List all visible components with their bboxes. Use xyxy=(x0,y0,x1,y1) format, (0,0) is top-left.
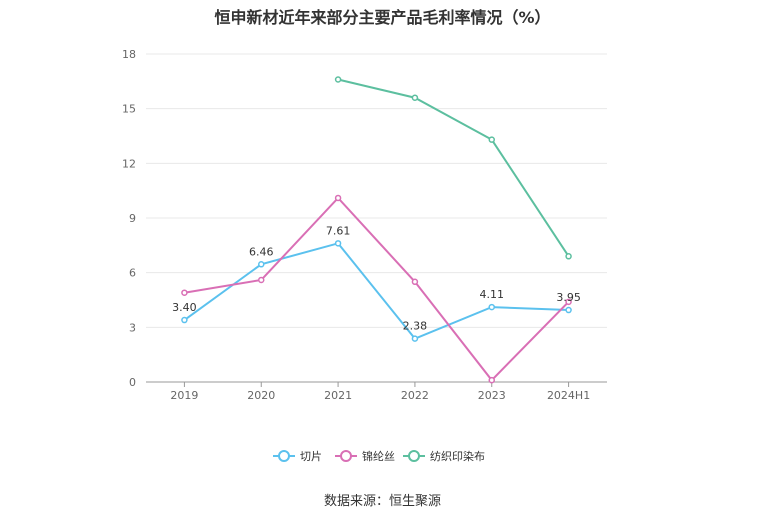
chart-title: 恒申新材近年来部分主要产品毛利率情况（%） xyxy=(214,8,551,27)
data-point xyxy=(565,306,572,314)
x-tick-label: 2020 xyxy=(247,389,275,402)
y-tick-label: 6 xyxy=(129,267,136,280)
y-tick-label: 3 xyxy=(129,321,136,334)
data-label: 4.11 xyxy=(480,288,505,301)
y-tick-label: 12 xyxy=(122,157,136,170)
data-point xyxy=(181,316,188,324)
legend-item-0[interactable]: 切片 xyxy=(273,450,322,463)
legend-item-2[interactable]: 纺织印染布 xyxy=(403,449,485,463)
data-label: 6.46 xyxy=(249,245,274,258)
data-label: 7.61 xyxy=(326,224,351,237)
series-line-1 xyxy=(184,196,570,382)
x-axis: 2019 2020 2021 2022 2023 2024H1 xyxy=(146,381,607,402)
data-point xyxy=(181,289,188,296)
source-note: 数据来源：恒生聚源 xyxy=(323,494,441,509)
legend-marker xyxy=(278,450,290,462)
y-axis: 0 3 6 9 12 15 18 xyxy=(122,48,136,389)
x-tick-label: 2022 xyxy=(401,389,429,402)
legend-item-1[interactable]: 锦纶丝 xyxy=(335,449,395,463)
legend: 切片 锦纶丝 纺织印染布 xyxy=(273,449,485,463)
legend-marker xyxy=(340,450,352,462)
data-point xyxy=(488,303,495,311)
x-tick-label: 2024H1 xyxy=(547,389,590,402)
series-line-2 xyxy=(337,78,570,257)
data-labels: 3.40 6.46 7.61 2.38 4.11 3.95 xyxy=(172,224,581,332)
data-point xyxy=(488,136,495,143)
data-point xyxy=(334,194,342,202)
legend-label: 纺织印染布 xyxy=(430,449,485,463)
data-label: 3.40 xyxy=(172,301,197,314)
series-lines xyxy=(181,76,572,384)
y-tick-label: 0 xyxy=(129,376,136,389)
legend-label: 锦纶丝 xyxy=(362,449,395,463)
data-point xyxy=(334,76,342,83)
data-point xyxy=(258,261,265,268)
data-point xyxy=(334,240,342,247)
x-tick-label: 2021 xyxy=(324,389,352,402)
y-tick-label: 9 xyxy=(129,212,136,225)
y-tick-label: 15 xyxy=(122,103,136,116)
data-point xyxy=(411,335,419,342)
data-point xyxy=(565,298,572,306)
legend-marker xyxy=(408,450,420,462)
y-tick-label: 18 xyxy=(122,48,136,61)
data-point xyxy=(565,253,572,260)
series-line-0 xyxy=(183,242,569,340)
x-tick-label: 2019 xyxy=(170,389,198,402)
data-point xyxy=(258,276,265,284)
data-point xyxy=(411,94,419,101)
legend-label: 切片 xyxy=(300,450,322,463)
data-label: 3.95 xyxy=(556,291,581,304)
grid-lines xyxy=(146,53,607,328)
x-tick-label: 2023 xyxy=(478,389,506,402)
data-point xyxy=(488,376,495,384)
data-point xyxy=(411,278,419,286)
line-chart: 0 3 6 9 12 15 18 2019 2020 2021 2022 2023 2024H1 3.… xyxy=(122,48,607,463)
data-label: 2.38 xyxy=(403,320,428,333)
